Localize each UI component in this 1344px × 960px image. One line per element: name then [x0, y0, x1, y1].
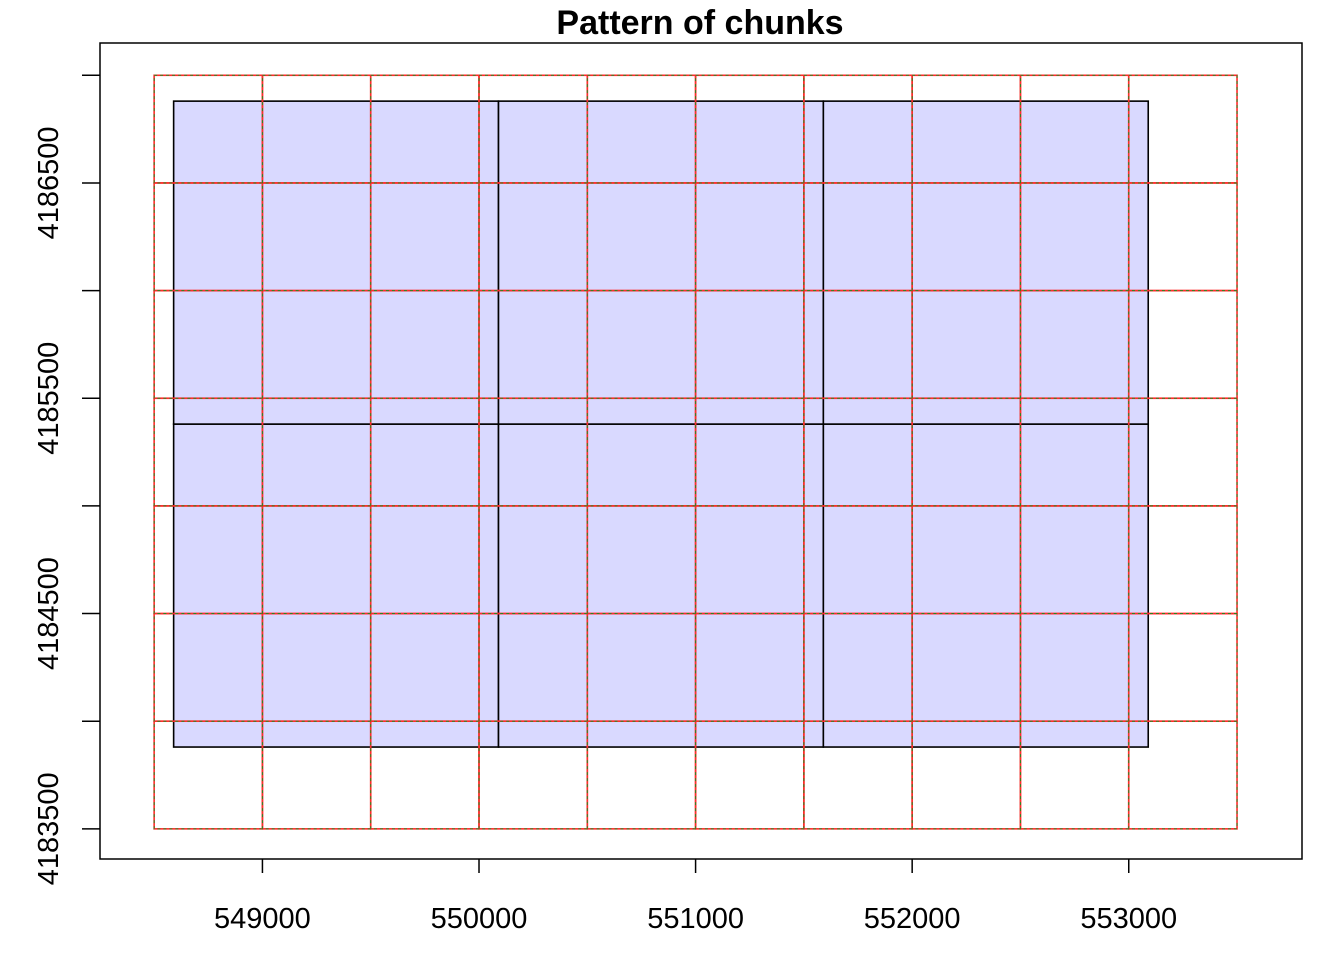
y-tick-label: 4184500	[33, 557, 65, 670]
y-axis: 4183500 4184500 4185500 4186500	[33, 74, 100, 885]
x-tick-label: 550000	[431, 903, 528, 935]
chart-title: Pattern of chunks	[556, 4, 843, 42]
tile-2	[497, 423, 825, 748]
x-tick-label: 551000	[647, 903, 744, 935]
tile-5	[497, 100, 825, 425]
y-tick-label: 4185500	[33, 342, 65, 455]
chunk-70	[1127, 74, 1238, 184]
tile-4	[172, 100, 500, 425]
tiles-layer	[172, 100, 1150, 748]
x-axis: 549000 550000 551000 552000 553000	[214, 859, 1177, 935]
chunks-layer	[153, 74, 1238, 830]
tile-6	[822, 100, 1150, 425]
tile-1	[172, 423, 500, 748]
y-tick-label: 4186500	[33, 126, 65, 239]
tile-3	[822, 423, 1150, 748]
x-tick-label: 549000	[214, 903, 311, 935]
y-tick-label: 4183500	[33, 772, 65, 885]
x-tick-label: 552000	[864, 903, 961, 935]
plot-box	[99, 42, 1303, 860]
x-tick-label: 553000	[1080, 903, 1177, 935]
chunk-dash	[1128, 74, 1238, 184]
